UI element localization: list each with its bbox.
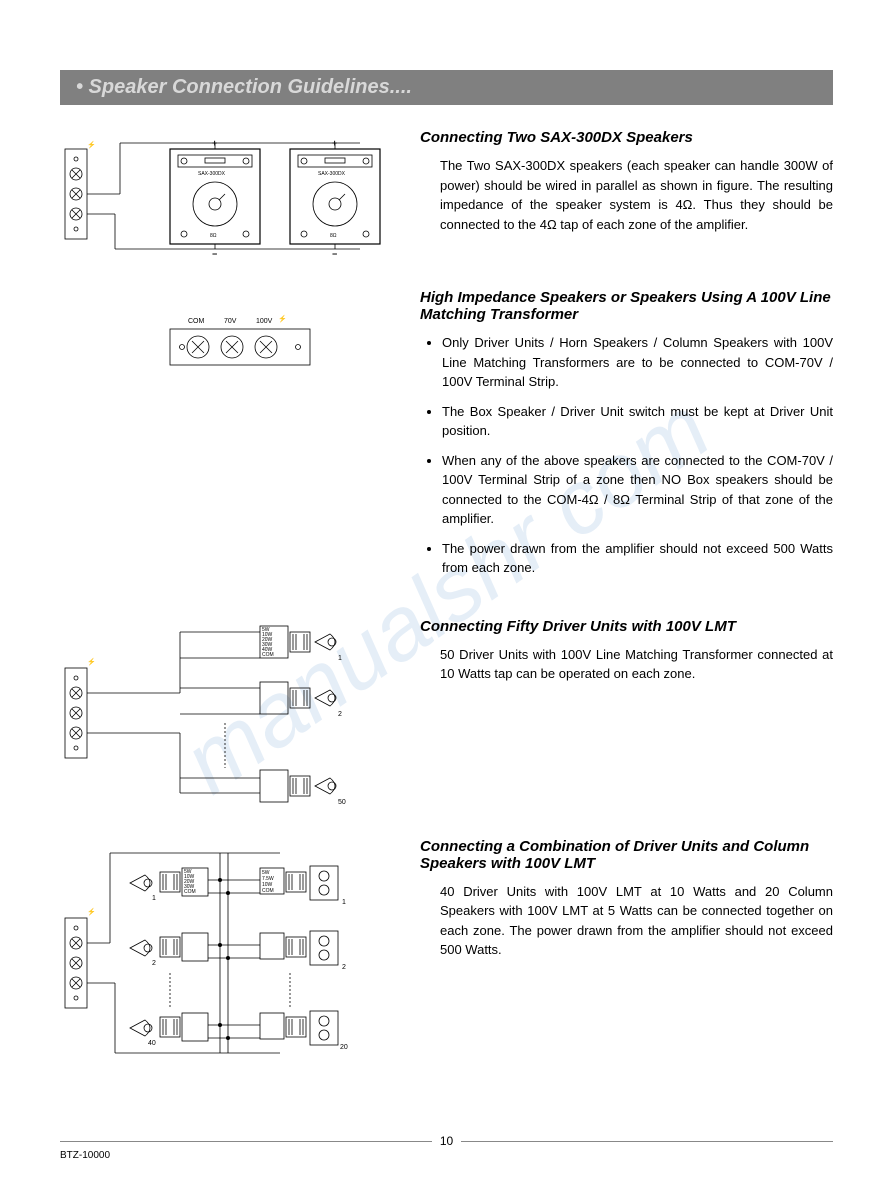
svg-text:8Ω: 8Ω <box>330 233 337 239</box>
svg-text:70V: 70V <box>60 703 62 716</box>
svg-text:⚡: ⚡ <box>87 140 96 149</box>
footer-model: BTZ-10000 <box>60 1150 833 1161</box>
footer-rule-right <box>461 1141 833 1142</box>
svg-text:COM: COM <box>262 888 274 894</box>
section-high-impedance: COM 70V 100V ⚡ High Impedance Speakers o… <box>60 289 833 588</box>
svg-text:⚡: ⚡ <box>87 657 96 666</box>
s2-b1: Only Driver Units / Horn Speakers / Colu… <box>442 333 833 392</box>
svg-text:8Ω: 8Ω <box>210 233 217 239</box>
diagram-fifty-drivers: COM 70V 100V ⚡ 5W 10W 20W <box>60 618 400 808</box>
svg-text:−: − <box>332 249 337 259</box>
section-combination: COM 70V 100V ⚡ 5W 10W 20W 30W <box>60 838 833 1068</box>
svg-text:COM: COM <box>262 652 274 658</box>
svg-text:20: 20 <box>340 1044 348 1051</box>
page-title-bar: • Speaker Connection Guidelines.... <box>60 70 833 105</box>
page-footer: 10 BTZ-10000 <box>60 1134 833 1161</box>
svg-text:2: 2 <box>152 960 156 967</box>
s1-title: Connecting Two SAX-300DX Speakers <box>420 129 833 146</box>
svg-text:COM: COM <box>188 318 205 325</box>
svg-text:−: − <box>212 249 217 259</box>
svg-text:50: 50 <box>338 799 346 806</box>
s4-body: 40 Driver Units with 100V LMT at 10 Watt… <box>420 882 833 960</box>
s3-body: 50 Driver Units with 100V Line Matching … <box>420 645 833 684</box>
svg-text:100V: 100V <box>256 318 273 325</box>
s3-title: Connecting Fifty Driver Units with 100V … <box>420 618 833 635</box>
diagram-two-speakers: COM 4Ω 8Ω ⚡ SAX-300DX 8Ω + <box>60 129 400 259</box>
svg-text:70V: 70V <box>60 953 62 966</box>
svg-text:COM: COM <box>60 201 62 218</box>
section-fifty-drivers: COM 70V 100V ⚡ 5W 10W 20W <box>60 618 833 808</box>
svg-text:8Ω: 8Ω <box>60 168 62 177</box>
footer-rule-left <box>60 1141 432 1142</box>
diagram-combination: COM 70V 100V ⚡ 5W 10W 20W 30W <box>60 838 400 1068</box>
s2-b4: The power drawn from the amplifier shoul… <box>442 539 833 578</box>
svg-text:⚡: ⚡ <box>278 314 287 323</box>
page-number: 10 <box>440 1134 453 1148</box>
svg-text:4Ω: 4Ω <box>60 188 62 197</box>
svg-text:SAX-300DX: SAX-300DX <box>198 171 226 177</box>
svg-text:COM: COM <box>60 969 62 986</box>
svg-text:COM: COM <box>60 719 62 736</box>
s4-title: Connecting a Combination of Driver Units… <box>420 838 833 872</box>
svg-text:⚡: ⚡ <box>87 907 96 916</box>
svg-text:2: 2 <box>338 711 342 718</box>
svg-text:100V: 100V <box>60 679 62 696</box>
svg-text:COM: COM <box>184 889 196 895</box>
svg-text:70V: 70V <box>224 318 237 325</box>
svg-text:100V: 100V <box>60 929 62 946</box>
diagram-terminal-strip: COM 70V 100V ⚡ <box>60 289 400 588</box>
svg-text:1: 1 <box>342 899 346 906</box>
svg-text:2: 2 <box>342 964 346 971</box>
s2-b2: The Box Speaker / Driver Unit switch mus… <box>442 402 833 441</box>
s2-b3: When any of the above speakers are conne… <box>442 451 833 529</box>
svg-text:1: 1 <box>152 895 156 902</box>
svg-text:40: 40 <box>148 1040 156 1047</box>
s2-bullets: Only Driver Units / Horn Speakers / Colu… <box>420 333 833 578</box>
section-two-speakers: COM 4Ω 8Ω ⚡ SAX-300DX 8Ω + <box>60 129 833 259</box>
svg-text:1: 1 <box>338 655 342 662</box>
s1-body: The Two SAX-300DX speakers (each speaker… <box>420 156 833 234</box>
svg-text:SAX-300DX: SAX-300DX <box>318 171 346 177</box>
s2-title: High Impedance Speakers or Speakers Usin… <box>420 289 833 323</box>
